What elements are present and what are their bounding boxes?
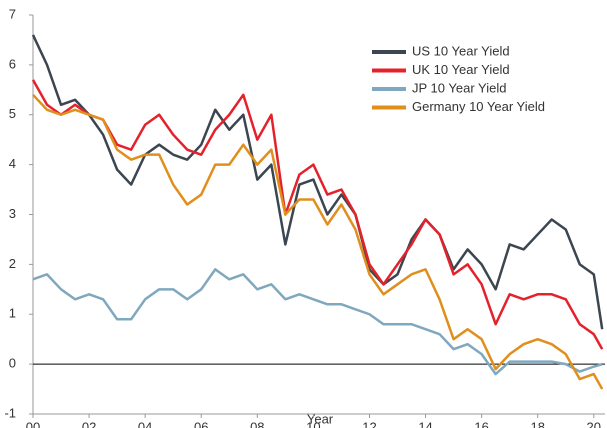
series-line: [31, 34, 604, 330]
x-tick-label: 06: [194, 419, 208, 428]
legend-label: UK 10 Year Yield: [412, 62, 510, 77]
x-tick-label: 18: [530, 419, 544, 428]
x-tick-label: 16: [474, 419, 488, 428]
y-tick-label: 2: [9, 256, 16, 271]
y-tick-label: 7: [9, 6, 16, 21]
legend-label: JP 10 Year Yield: [412, 80, 506, 95]
x-tick-label: 08: [250, 419, 264, 428]
x-tick-label: 10: [306, 419, 320, 428]
y-tick-label: 3: [9, 206, 16, 221]
y-tick-label: 6: [9, 56, 16, 71]
x-tick-label: 02: [82, 419, 96, 428]
x-tick-label: 04: [138, 419, 152, 428]
legend-label: Germany 10 Year Yield: [412, 99, 545, 114]
legend-label: US 10 Year Yield: [412, 43, 510, 58]
x-tick-label: 20: [587, 419, 601, 428]
x-tick-label: 14: [418, 419, 432, 428]
series-line: [32, 93, 604, 390]
y-tick-label: 1: [9, 306, 16, 321]
x-tick-label: 00: [26, 419, 40, 428]
y-tick-label: 0: [9, 356, 16, 371]
y-tick-label: 5: [9, 106, 16, 121]
y-tick-label: -1: [4, 405, 16, 420]
x-tick-label: 12: [362, 419, 376, 428]
series-line: [32, 268, 603, 376]
y-tick-label: 4: [9, 156, 16, 171]
series-line: [31, 79, 604, 350]
